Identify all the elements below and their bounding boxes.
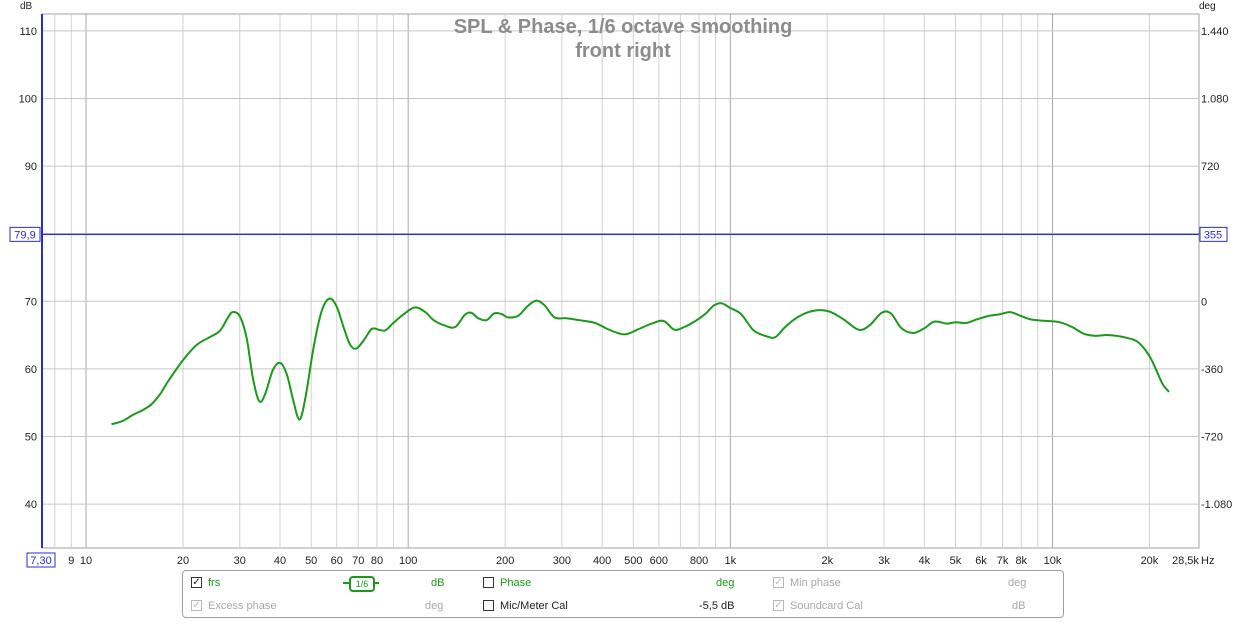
mic-cal-unit: -5,5 dB <box>699 600 735 612</box>
x-tick-label: 80 <box>371 555 383 567</box>
x-tick-label: 500 <box>624 555 642 567</box>
chart-title: SPL & Phase, 1/6 octave smoothing <box>454 16 793 38</box>
frs-label: frs <box>208 577 221 589</box>
cursor-right-label: 355 <box>1204 229 1222 241</box>
min-phase-label: Min phase <box>790 577 841 589</box>
mic-cal-checkbox[interactable] <box>483 600 494 611</box>
x-tick-label: 800 <box>690 555 708 567</box>
x-tick-label: 20 <box>177 555 189 567</box>
y-right-tick-label: 1.440 <box>1201 26 1229 38</box>
x-tick-label: 30 <box>234 555 246 567</box>
y-right-tick-label: -1.080 <box>1201 499 1232 511</box>
x-tick-label: 10 <box>80 555 92 567</box>
excess-phase-unit: deg <box>425 600 444 612</box>
soundcard-cal-unit: dB <box>1012 600 1026 612</box>
cursor-right-box <box>1199 226 1228 242</box>
x-tick-label: 3k <box>878 555 890 567</box>
x-start-box <box>26 552 56 568</box>
min-phase-checkbox[interactable]: ✓ <box>773 577 784 588</box>
y-right-tick-label: 1.080 <box>1201 93 1229 105</box>
x-tick-label: 1k <box>725 555 737 567</box>
y-left-tick-label: 60 <box>25 364 37 376</box>
y-left-tick-label: 40 <box>25 499 37 511</box>
plot-area <box>41 13 1200 549</box>
soundcard-cal-label: Soundcard Cal <box>790 600 863 612</box>
cursor-left-box <box>9 226 41 242</box>
frs-checkbox[interactable]: ✓ <box>191 577 202 588</box>
frs-unit: dB <box>431 577 445 589</box>
y-left-tick-label: 110 <box>19 26 37 38</box>
smoothing-badge[interactable]: 1/6 <box>343 576 379 592</box>
x-tick-label: 50 <box>305 555 317 567</box>
x-tick-label: 5k <box>950 555 962 567</box>
y-right-tick-label: 0 <box>1201 296 1207 308</box>
x-tick-label: 4k <box>918 555 930 567</box>
x-tick-label: 600 <box>650 555 668 567</box>
x-tick-label: 200 <box>496 555 514 567</box>
y-left-unit: dB <box>20 1 33 12</box>
x-tick-label: 7k <box>997 555 1009 567</box>
series-line-frs <box>111 297 1170 426</box>
x-start-label: 7,30 <box>30 555 51 567</box>
smoothing-label: 1/6 <box>349 576 375 592</box>
mic-cal-label: Mic/Meter Cal <box>500 600 568 612</box>
y-left-tick-label: 50 <box>25 431 37 443</box>
min-phase-unit: deg <box>1008 577 1027 589</box>
x-tick-label: 70 <box>352 555 364 567</box>
phase-label: Phase <box>500 577 532 589</box>
x-tick-label: 8k <box>1015 555 1027 567</box>
x-tick-label: 40 <box>274 555 286 567</box>
x-tick-label: 300 <box>553 555 571 567</box>
y-left-tick-label: 70 <box>25 296 37 308</box>
phase-checkbox[interactable] <box>483 577 494 588</box>
x-tick-label: 9 <box>68 555 74 567</box>
x-tick-label: 100 <box>399 555 417 567</box>
legend-row-1: ✓ frs 1/6 dB Phase deg ✓ Min phase deg <box>183 573 1063 593</box>
legend-panel: ✓ frs 1/6 dB Phase deg ✓ Min phase deg ✓… <box>182 570 1064 618</box>
y-right-tick-label: 720 <box>1201 161 1219 173</box>
excess-phase-checkbox[interactable]: ✓ <box>191 600 202 611</box>
x-tick-label: 20k <box>1141 555 1159 567</box>
cursor-left-label: 79,9 <box>14 229 35 241</box>
y-right-tick-label: -720 <box>1201 431 1223 443</box>
soundcard-cal-checkbox[interactable]: ✓ <box>773 600 784 611</box>
x-tick-label: 400 <box>593 555 611 567</box>
y-left-tick-label: 90 <box>25 161 37 173</box>
x-end-label: 28,5k <box>1172 555 1199 567</box>
chart-subtitle: front right <box>575 40 671 62</box>
x-unit-label: Hz <box>1201 555 1214 567</box>
x-tick-label: 60 <box>331 555 343 567</box>
y-right-tick-label: -360 <box>1201 364 1223 376</box>
x-tick-label: 6k <box>975 555 987 567</box>
y-right-unit: deg <box>1199 1 1216 12</box>
phase-unit: deg <box>716 577 735 589</box>
x-tick-label: 2k <box>821 555 833 567</box>
x-tick-label: 10k <box>1044 555 1062 567</box>
y-left-tick-label: 100 <box>19 93 37 105</box>
legend-row-2: ✓ Excess phase deg Mic/Meter Cal -5,5 dB… <box>183 596 1063 616</box>
excess-phase-label: Excess phase <box>208 600 277 612</box>
